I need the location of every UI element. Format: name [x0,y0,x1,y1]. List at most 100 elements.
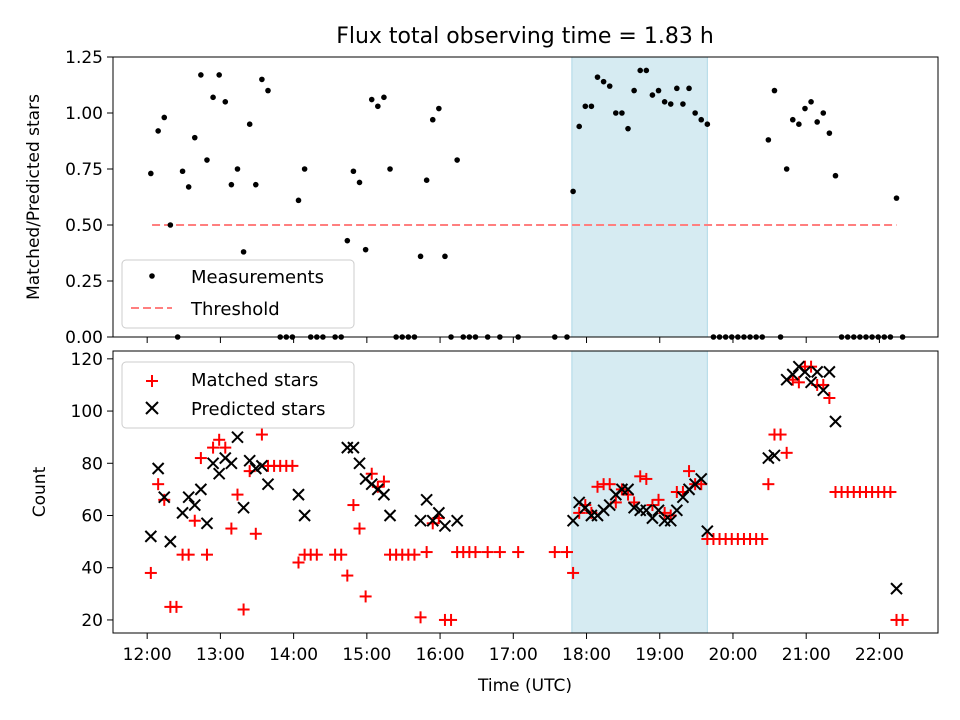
top-legend-box [121,259,355,329]
x-tick-label: 13:00 [196,645,245,665]
matched-stars-point [683,465,696,478]
measurement-point [436,105,442,112]
matched-stars-point [408,548,421,561]
measurement-point [216,72,222,78]
bottom-y-tick-label: 100 [71,402,103,422]
measurement-point [429,116,436,123]
predicted-stars-point [182,491,195,504]
matched-stars-point [469,546,482,559]
bottom-y-tick-label: 20 [81,611,103,631]
measurement-point [417,253,424,260]
predicted-stars-point [603,498,616,512]
measurement-point [613,110,619,116]
measurement-point [191,134,198,141]
predicted-stars-point [768,449,781,462]
bottom-y-tick-label: 60 [81,507,103,527]
matched-stars-points [144,360,909,626]
measurement-point [210,94,216,101]
matched-stars-point [823,392,836,404]
predicted-stars-point [804,376,818,389]
measurement-point [375,103,381,110]
bottom-legend: Matched stars Predicted stars [121,361,355,429]
predicted-stars-point [438,519,452,533]
predicted-stars-point [676,491,690,504]
top-axes-frame [112,56,939,338]
matched-stars-point [548,546,561,559]
matched-stars-point [493,546,506,559]
matched-stars-point [560,546,573,559]
predicted-stars-point [298,509,311,522]
predicted-stars-point [579,501,592,514]
top-y-tick-label: 0.25 [65,272,103,292]
predicted-stars-point [829,415,842,428]
measurement-point [368,96,375,103]
measurement-point [704,121,711,127]
measurement-point [387,166,393,172]
predicted-stars-point [701,524,714,538]
measurement-point [570,188,576,195]
measurement-point [820,110,827,116]
measurement-point [204,157,210,163]
measurement-point [265,87,271,94]
matched-stars-point [365,467,378,480]
top-y-tick-label: 0.50 [65,216,103,236]
x-tick-label: 12:00 [123,645,172,665]
measurement-point [356,179,363,186]
measurement-point [148,170,154,177]
measurement-point [698,116,705,123]
measurement-point [344,237,351,244]
x-axis-label: Time (UTC) [477,676,572,696]
top-panel: 0.00 0.25 0.50 0.75 1.00 1.25 Matched/Predict… [24,48,939,348]
measurement-point [362,246,369,253]
measurement-point [826,130,833,136]
measurement-point [661,99,668,105]
legend-measurements-marker [149,273,155,279]
bottom-y-tick-label: 40 [81,559,103,579]
predicted-stars-point [225,457,238,470]
matched-stars-point [286,459,299,472]
x-tick-label: 16:00 [416,645,465,665]
matched-stars-point [170,600,183,613]
measurement-point [381,94,387,101]
legend-matched-label: Matched stars [191,370,318,391]
predicted-stars-point [621,483,635,496]
matched-stars-point [194,452,207,465]
measurement-point [259,76,265,83]
matched-stars-point [445,613,458,626]
measurement-point [649,92,656,98]
matched-stars-point [756,533,769,545]
matched-stars-point [237,603,250,616]
x-tick-label: 21:00 [782,645,831,665]
matched-stars-point [774,428,787,441]
measurement-point [655,87,662,94]
predicted-stars-point [420,493,433,507]
top-band-rect [571,56,708,338]
top-highlight-band [571,56,708,338]
x-tick-label: 15:00 [342,645,391,665]
measurement-point [765,137,772,143]
predicted-stars-point [817,383,830,397]
measurement-point [771,87,778,94]
predicted-stars-point [231,430,244,444]
predicted-stars-point [450,514,464,527]
matched-stars-point [603,478,616,491]
matched-stars-point [634,470,647,483]
predicted-stars-point [810,365,824,379]
x-tick-label: 14:00 [269,645,318,665]
measurement-point [606,83,613,89]
matched-stars-point [255,428,268,441]
measurement-point [295,197,302,204]
bottom-y-axis: 20 40 60 80 100 120 [71,350,113,631]
figure-title: Flux total observing time = 1.83 h [336,24,714,49]
measurement-point [893,195,900,201]
bottom-panel: 20 40 60 80 100 120 12:00 13:00 14:00 15:00 16:00… [30,350,939,696]
matched-stars-point [182,548,195,561]
measurement-point [600,78,607,85]
measurement-point [643,67,650,74]
bottom-y-tick-label: 80 [81,454,103,474]
matched-stars-point [512,546,525,559]
matched-stars-point [341,569,354,582]
matched-stars-point [347,499,360,512]
legend-threshold-label: Threshold [190,299,280,320]
